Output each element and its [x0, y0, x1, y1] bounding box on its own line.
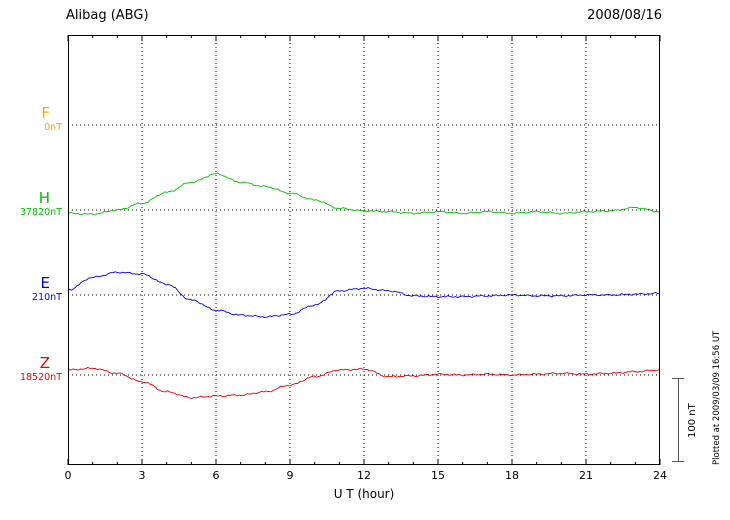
x-tick-label: 21 — [579, 469, 593, 482]
series-baseline-H: 37820nT — [19, 207, 62, 218]
series-letter-E: E — [40, 274, 50, 292]
x-tick-label: 24 — [653, 469, 667, 482]
trace-E — [67, 271, 661, 319]
series-label-Z: Z 18520nT — [0, 356, 62, 383]
plotted-at-note: Plotted at 2009/03/09 16:56 UT — [712, 330, 722, 466]
x-tick-label: 6 — [212, 469, 220, 482]
scale-bar-label: 100 nT — [687, 403, 698, 439]
plot-date: 2008/08/16 — [587, 8, 662, 23]
series-baseline-F: 0nT — [44, 122, 62, 133]
scale-bar-cap-bottom — [672, 461, 684, 462]
trace-Z — [67, 366, 661, 399]
series-letter-H: H — [38, 189, 50, 207]
series-baseline-Z: 18520nT — [19, 372, 62, 383]
x-tick-label: 18 — [505, 469, 519, 482]
x-axis-title: U T (hour) — [333, 487, 395, 501]
series-label-H: H 37820nT — [0, 191, 62, 218]
x-tick-label: 3 — [138, 469, 146, 482]
x-tick-label: 12 — [357, 469, 371, 482]
series-letter-F: F — [41, 104, 50, 122]
scale-bar — [678, 378, 679, 462]
trace-H — [67, 172, 661, 216]
x-tick-label: 15 — [431, 469, 445, 482]
x-tick-label: 9 — [286, 469, 294, 482]
scale-bar-cap-top — [672, 378, 684, 379]
magnetogram-plot — [67, 35, 661, 465]
series-letter-Z: Z — [39, 354, 50, 372]
plot-border — [68, 35, 660, 465]
series-baseline-E: 210nT — [32, 292, 62, 303]
series-label-F: F 0nT — [0, 106, 62, 133]
x-tick-label: 0 — [64, 469, 72, 482]
station-title: Alibag (ABG) — [66, 8, 149, 23]
series-label-E: E 210nT — [0, 276, 62, 303]
